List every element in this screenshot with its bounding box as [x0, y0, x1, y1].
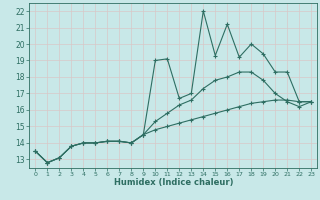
X-axis label: Humidex (Indice chaleur): Humidex (Indice chaleur)	[114, 178, 233, 187]
